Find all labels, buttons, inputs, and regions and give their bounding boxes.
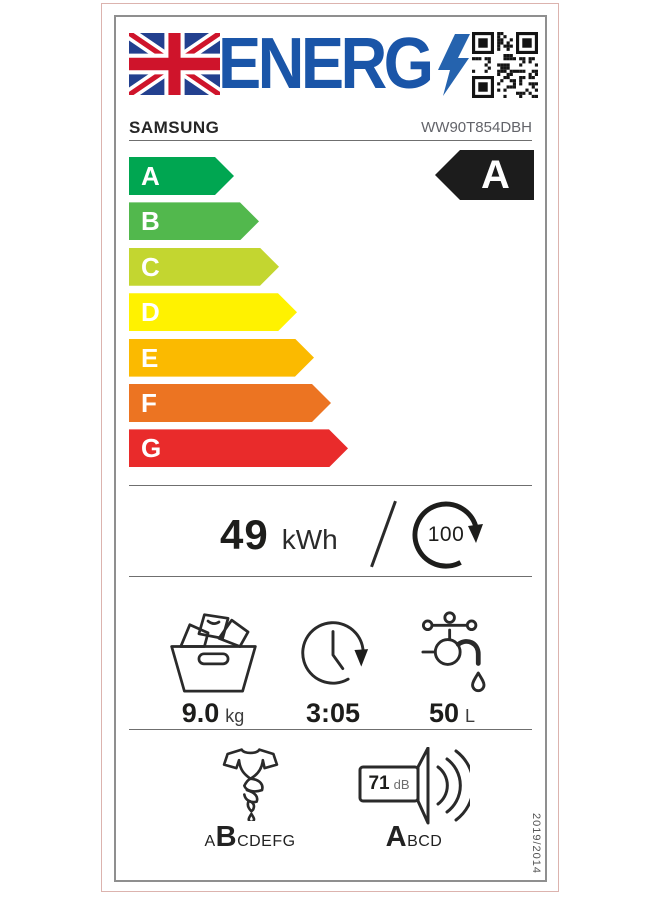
energy-class-bar-d: D: [129, 293, 297, 331]
spin-dry-icon: [222, 748, 278, 824]
noise-db-unit: dB: [393, 776, 410, 792]
energy-kwh-unit: kWh: [281, 524, 338, 555]
cycles-count: 100: [427, 523, 465, 546]
noise-level: 71 dB: [360, 767, 418, 801]
noise-grade-suffix: BCD: [407, 833, 443, 850]
spin-grade-suffix: CDEFG: [237, 833, 296, 850]
energy-class-label: D: [141, 297, 160, 328]
qr-code: [472, 32, 538, 98]
energy-class-bar-e: E: [129, 339, 314, 377]
water-tap-icon: [420, 611, 485, 693]
energy-class-row: F: [129, 384, 331, 422]
per-100-cycles-icon: [412, 501, 483, 569]
laundry-load-icon: [169, 613, 257, 693]
spin-class-grades: A B CDEFG: [175, 821, 325, 854]
rated-class-letter: A: [481, 152, 510, 197]
divider: [129, 729, 532, 730]
noise-speaker-icon: [358, 746, 475, 825]
per-slash: [370, 500, 397, 568]
duration-value: 3:05: [305, 698, 361, 728]
duration-metric: 3:05: [263, 610, 403, 728]
energy-class-row: C: [129, 248, 279, 286]
energy-kwh-value: 49: [220, 511, 269, 558]
energy-class-bar-a: A: [129, 157, 234, 195]
divider: [129, 140, 532, 141]
noise-grade-rated: A: [385, 821, 408, 853]
energy-class-row: G: [129, 429, 348, 467]
lightning-bolt-icon: [438, 34, 470, 96]
noise-db-value: 71: [368, 773, 390, 794]
energy-consumption: 49 kWh: [220, 511, 338, 559]
capacity-unit: kg: [225, 706, 245, 726]
divider: [129, 485, 532, 486]
energy-class-label: G: [141, 433, 162, 464]
spin-grade-rated: B: [215, 821, 238, 853]
spin-class-block: A B CDEFG: [175, 747, 325, 853]
energy-class-row: A: [129, 157, 234, 195]
uk-flag-icon: [129, 33, 220, 95]
noise-class-grades: A BCD: [334, 821, 494, 854]
capacity-value: 9.0: [181, 698, 220, 728]
energy-class-row: D: [129, 293, 297, 331]
energy-class-label: C: [141, 251, 160, 282]
water-metric: 50 L: [382, 610, 522, 728]
energy-class-label: A: [141, 161, 160, 191]
energy-class-label: F: [141, 388, 157, 418]
energy-class-row: E: [129, 339, 314, 377]
capacity-metric: 9.0 kg: [143, 610, 283, 728]
energy-class-bar-g: G: [129, 429, 348, 467]
regulation-number: 2019/2014: [530, 813, 542, 874]
energy-class-bar-b: B: [129, 202, 259, 240]
spin-grade-prefix: A: [204, 833, 216, 850]
energy-class-label: E: [141, 342, 159, 373]
energ-logo-text: ENERG: [218, 24, 434, 104]
noise-class-block: 71 dB A BCD: [334, 746, 494, 853]
energy-class-label: B: [141, 206, 160, 237]
water-unit: L: [465, 706, 476, 726]
energy-class-bar-c: C: [129, 248, 279, 286]
cycle-duration-icon: [301, 621, 369, 685]
model-number: WW90T854DBH: [421, 119, 532, 136]
energy-class-bar-f: F: [129, 384, 331, 422]
outer-frame: [101, 3, 559, 892]
brand-name: SAMSUNG: [129, 118, 220, 137]
divider: [129, 576, 532, 577]
water-value: 50: [428, 698, 460, 728]
energy-class-row: B: [129, 202, 259, 240]
